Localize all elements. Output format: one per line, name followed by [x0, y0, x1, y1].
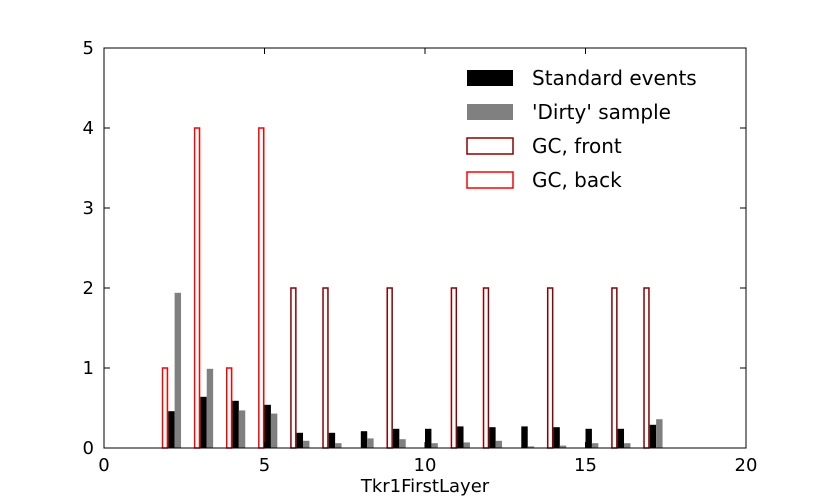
legend-label-gc-front: GC, front	[532, 134, 622, 158]
bar-standard-events	[200, 396, 207, 448]
bar-standard-events	[328, 432, 336, 448]
bar-dirty-sample	[463, 442, 470, 448]
bar-standard-events	[168, 411, 175, 448]
y-tick-label: 0	[83, 438, 94, 459]
bar-gc-back	[258, 127, 265, 449]
bar-dirty-sample	[367, 438, 374, 448]
bar-gc-front	[322, 287, 329, 449]
bar-standard-events	[392, 428, 400, 448]
x-tick-label: 5	[259, 455, 270, 476]
x-tick-label: 20	[735, 455, 758, 476]
bar-standard-events	[617, 428, 625, 448]
bar-gc-front	[643, 287, 650, 449]
legend-label-dirty-sample: 'Dirty' sample	[532, 100, 671, 124]
bar-dirty-sample	[495, 440, 503, 448]
bar-standard-events	[360, 431, 368, 448]
legend-label-standard-events: Standard events	[532, 66, 697, 90]
y-tick-label: 2	[83, 278, 94, 299]
bar-standard-events	[553, 427, 560, 448]
x-tick-label: 10	[414, 455, 437, 476]
x-tick-label: 15	[574, 455, 597, 476]
bar-standard-events	[489, 427, 496, 448]
legend-label-gc-back: GC, back	[532, 168, 622, 192]
bar-dirty-sample	[303, 440, 310, 448]
bar-dirty-sample	[206, 368, 214, 448]
bar-gc-back	[161, 367, 169, 449]
bar-dirty-sample	[399, 439, 406, 448]
bar-dirty-sample	[238, 410, 246, 448]
bar-gc-back	[225, 367, 233, 449]
bar-gc-front	[611, 287, 618, 449]
bar-standard-events	[457, 426, 464, 448]
bar-dirty-sample	[431, 443, 438, 448]
bar-gc-back	[193, 127, 201, 449]
bar-dirty-sample	[656, 419, 663, 448]
legend-swatch-gc-back	[466, 171, 514, 189]
y-tick-label: 5	[83, 38, 94, 59]
bar-dirty-sample	[591, 443, 599, 448]
legend-swatch-gc-front	[466, 137, 514, 155]
x-axis-label: Tkr1FirstLayer	[360, 476, 490, 497]
y-tick-label: 1	[83, 358, 94, 379]
bars-layer	[161, 127, 663, 449]
legend-swatch-dirty-sample	[467, 104, 513, 120]
bar-standard-events	[521, 426, 528, 448]
legend: Standard events 'Dirty' sample GC, front GC…	[466, 66, 697, 192]
bar-standard-events	[296, 432, 304, 448]
bar-gc-front	[482, 287, 490, 449]
bar-standard-events	[585, 428, 592, 448]
bar-standard-events	[264, 404, 271, 448]
x-tick-label: 0	[98, 455, 109, 476]
bar-gc-front	[546, 287, 554, 449]
bar-gc-front	[386, 287, 393, 449]
y-tick-label: 3	[83, 198, 94, 219]
bar-dirty-sample	[335, 443, 342, 448]
bar-dirty-sample	[270, 413, 278, 448]
bar-gc-front	[450, 287, 458, 449]
legend-swatch-standard-events	[467, 70, 513, 86]
bar-gc-front	[290, 287, 297, 449]
bar-standard-events	[232, 400, 239, 448]
bar-standard-events	[649, 424, 657, 448]
bar-dirty-sample	[174, 292, 182, 448]
y-tick-label: 4	[83, 118, 94, 139]
axis-ticks: 0 5 10 15 20 0 1 2 3 4 5	[83, 38, 758, 476]
bar-dirty-sample	[559, 445, 567, 448]
bar-standard-events	[425, 428, 432, 448]
bar-dirty-sample	[527, 446, 535, 448]
bar-dirty-sample	[624, 443, 631, 448]
